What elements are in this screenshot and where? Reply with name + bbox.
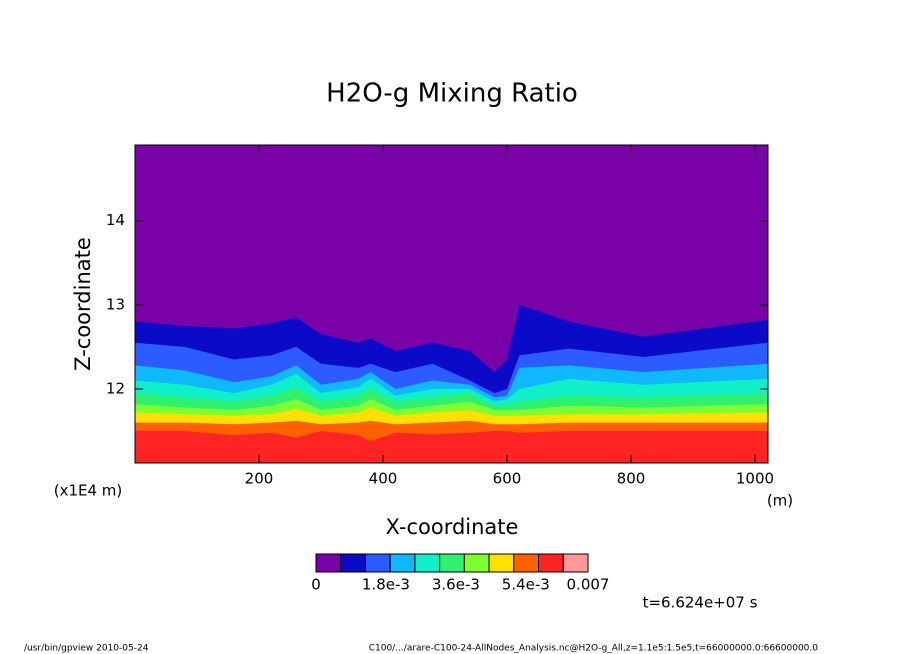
footer-left: /usr/bin/gpview 2010-05-24 (24, 644, 149, 654)
colorbar-tick-label: 1.8e-3 (362, 576, 410, 594)
colorbar-tick-label: 0.007 (567, 576, 610, 594)
y-tick-label: 12 (106, 379, 125, 397)
y-unit: (x1E4 m) (54, 482, 123, 500)
x-tick-label: 400 (369, 470, 398, 488)
y-axis-label: Z-coordinate (71, 237, 95, 371)
colorbar-box (414, 553, 441, 573)
colorbar-box (389, 553, 416, 573)
footer-right: C100/.../arare-C100-24-AllNodes_Analysis… (369, 644, 819, 654)
colorbar-box (538, 553, 564, 573)
contour-band (135, 431, 768, 463)
y-tick-label: 14 (106, 211, 125, 229)
y-tick-label: 13 (106, 295, 125, 313)
colorbar-box (439, 553, 465, 573)
x-tick-label: 800 (617, 470, 646, 488)
colorbar-box (315, 553, 342, 573)
colorbar-tick-label: 3.6e-3 (432, 576, 480, 594)
x-tick-label: 600 (493, 470, 522, 488)
x-axis-label: X-coordinate (386, 515, 519, 539)
colorbar-box (513, 553, 540, 573)
chart-title: H2O-g Mixing Ratio (326, 79, 578, 109)
x-tick-label: 1000 (736, 470, 774, 488)
time-label: t=6.624e+07 s (643, 594, 758, 612)
colorbar-tick-label: 0 (311, 576, 321, 594)
colorbar-box (463, 553, 490, 573)
x-tick-label: 200 (245, 470, 274, 488)
colorbar-box (562, 553, 589, 573)
colorbar-box (364, 553, 391, 573)
x-unit: (m) (767, 492, 793, 510)
colorbar-box (488, 553, 515, 573)
plot-frame (134, 144, 769, 464)
colorbar-box (340, 553, 366, 573)
colorbar-tick-label: 5.4e-3 (502, 576, 550, 594)
